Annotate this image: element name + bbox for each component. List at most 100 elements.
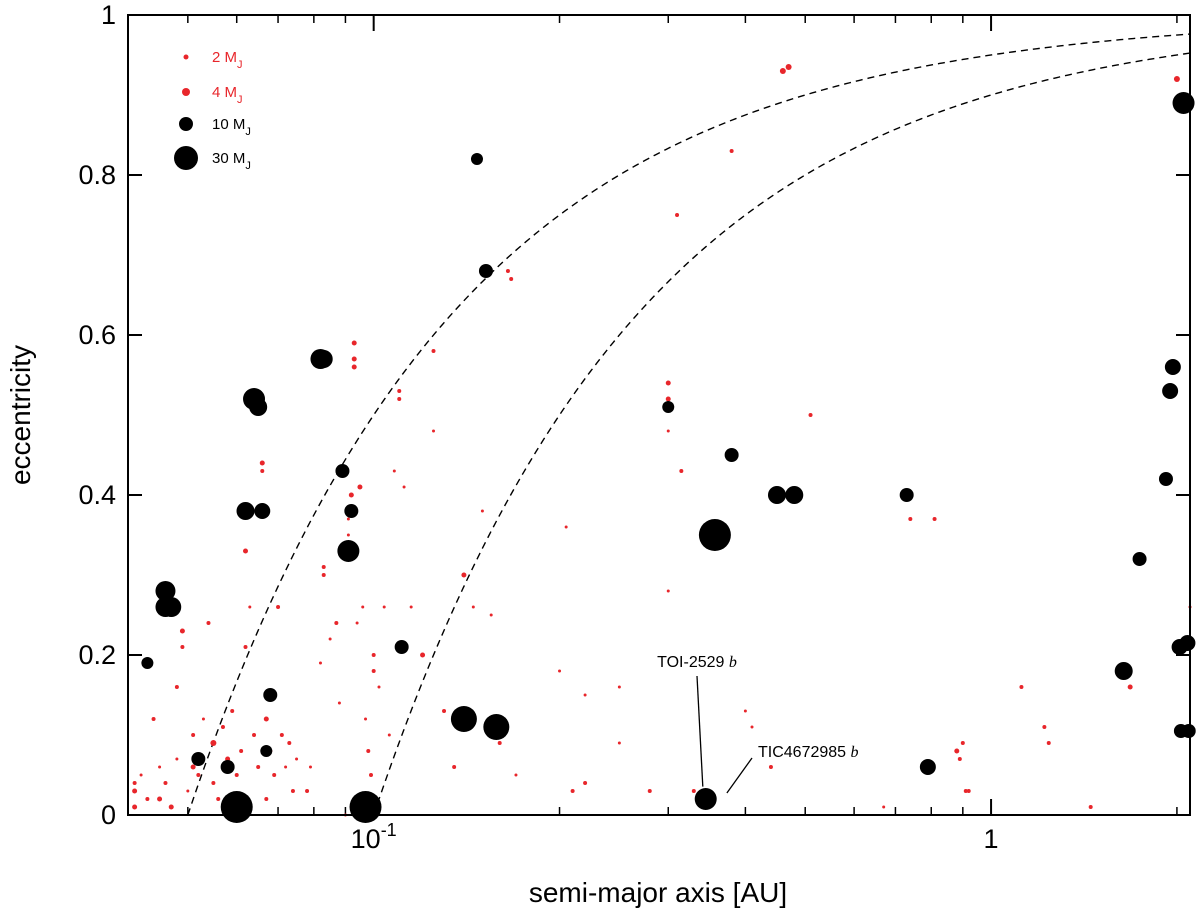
y-tick-label: 0	[101, 800, 116, 830]
legend-marker	[174, 146, 198, 170]
black-planet-point	[1132, 552, 1147, 566]
red-planet-point	[1088, 805, 1093, 809]
periastron-curve	[373, 52, 1191, 816]
red-planet-point	[647, 789, 652, 793]
annotation-leader	[696, 675, 704, 787]
red-planet-point	[431, 349, 436, 353]
data-points	[132, 64, 1196, 823]
red-planet-point	[666, 429, 670, 433]
black-planet-point	[236, 502, 255, 520]
black-planet-point	[698, 519, 731, 551]
red-planet-point	[960, 741, 965, 745]
black-planet-point	[314, 350, 333, 368]
red-planet-point	[256, 765, 261, 769]
axes-layer: 0 0.2 0.4 0.6 0.8 1 10-1 1	[78, 0, 1190, 854]
red-planet-point	[174, 685, 179, 689]
red-planet-point	[284, 765, 288, 769]
red-planet-point	[665, 396, 671, 402]
legend-marker	[179, 117, 193, 131]
red-planet-point	[570, 789, 575, 793]
red-planet-point	[564, 525, 568, 529]
red-planet-point	[558, 669, 562, 673]
black-planet-point	[155, 581, 176, 601]
red-planet-point	[191, 733, 196, 737]
black-planet-point	[478, 264, 493, 278]
red-planet-point	[355, 621, 359, 625]
red-planet-point	[364, 717, 368, 721]
black-planet-point	[470, 153, 483, 165]
black-planet-point	[220, 760, 235, 774]
black-planet-point	[344, 504, 359, 518]
black-planet-point	[919, 759, 936, 775]
red-planet-point	[346, 517, 350, 521]
red-planet-point	[234, 773, 239, 777]
red-planet-point	[1042, 725, 1047, 729]
annotation-leader	[726, 757, 753, 794]
red-planet-point	[175, 757, 179, 761]
legend-label: 4 MJ	[212, 84, 243, 106]
red-planet-point	[617, 741, 621, 745]
black-planet-point	[249, 398, 268, 416]
black-planet-point	[662, 401, 675, 413]
red-planet-point	[368, 773, 373, 777]
red-planet-point	[290, 789, 295, 793]
red-planet-point	[308, 765, 312, 769]
red-planet-point	[371, 669, 376, 673]
red-planet-point	[211, 781, 216, 785]
red-planet-point	[348, 492, 354, 498]
red-planet-point	[882, 805, 886, 809]
red-planet-point	[666, 589, 670, 593]
red-planet-point	[963, 789, 968, 793]
black-planet-point	[1114, 662, 1133, 680]
red-planet-point	[351, 340, 357, 346]
red-planet-point	[157, 796, 163, 802]
black-planet-point	[1179, 635, 1196, 651]
red-planet-point	[305, 789, 310, 793]
red-planet-point	[1127, 684, 1133, 690]
legend-label: 30 MJ	[212, 150, 251, 172]
red-planet-point	[321, 573, 326, 577]
red-planet-point	[497, 741, 502, 745]
red-planet-point	[932, 517, 937, 521]
red-planet-point	[505, 269, 510, 273]
red-planet-point	[158, 765, 162, 769]
red-planet-point	[196, 773, 201, 777]
red-planet-point	[264, 797, 269, 801]
red-planet-point	[397, 397, 402, 401]
red-planet-point	[743, 709, 747, 713]
black-planet-point	[899, 488, 914, 502]
black-planet-point	[141, 657, 154, 669]
red-planet-point	[279, 733, 284, 737]
red-planet-point	[243, 645, 248, 649]
black-planet-point	[263, 688, 278, 702]
black-planet-point	[394, 640, 409, 654]
legend: 2 MJ 4 MJ 10 MJ 30 MJ	[174, 49, 251, 172]
red-planet-point	[1173, 76, 1180, 82]
red-planet-point	[248, 605, 252, 609]
legend-marker	[183, 54, 189, 60]
red-planet-point	[691, 789, 696, 793]
black-planet-point	[450, 706, 477, 732]
red-planet-point	[750, 725, 754, 729]
y-tick-label: 0.2	[78, 640, 116, 670]
red-planet-point	[1046, 741, 1051, 745]
red-planet-point	[272, 773, 277, 777]
red-planet-point	[480, 509, 484, 513]
red-planet-point	[617, 685, 621, 689]
red-planet-point	[471, 605, 475, 609]
red-planet-point	[334, 621, 339, 625]
red-planet-point	[808, 413, 813, 417]
red-planet-point	[583, 781, 588, 785]
red-planet-point	[957, 757, 962, 761]
red-planet-point	[139, 773, 143, 777]
red-planet-point	[397, 389, 402, 393]
red-planet-point	[132, 804, 138, 810]
red-planet-point	[387, 733, 391, 737]
black-planet-point	[191, 752, 206, 766]
red-planet-point	[259, 460, 265, 466]
black-planet-point	[694, 788, 717, 810]
red-planet-point	[239, 749, 244, 753]
red-planet-point	[954, 748, 960, 754]
red-planet-point	[908, 517, 913, 521]
red-planet-point	[392, 469, 396, 473]
